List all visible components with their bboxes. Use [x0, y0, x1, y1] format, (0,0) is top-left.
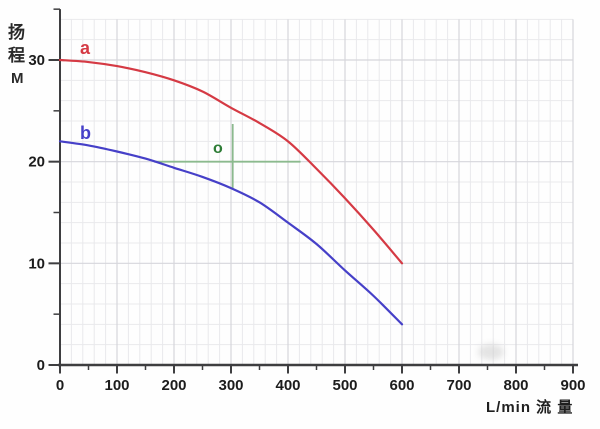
x-axis-title: L/min 流 量 [486, 399, 574, 416]
y-tick-label: 20 [28, 154, 45, 171]
curve-a [58, 58, 404, 265]
x-tick-label: 200 [161, 377, 186, 394]
curve-b-label: b [80, 123, 91, 143]
x-tick-label: 800 [503, 377, 528, 394]
operating-point-label: o [213, 140, 223, 157]
curve-layer [58, 58, 404, 326]
x-tick-label: 500 [332, 377, 357, 394]
y-tick-label: 30 [28, 52, 45, 69]
y-axis-title-char-1: 扬 [8, 23, 25, 42]
operating-point-crosshair [154, 124, 301, 189]
watermark-smudge [478, 344, 504, 360]
curve-b [58, 140, 404, 326]
y-tick-label: 0 [37, 357, 45, 374]
x-tick-label: 700 [446, 377, 471, 394]
x-tick-label: 300 [218, 377, 243, 394]
y-tick-label: 10 [28, 255, 45, 272]
x-tick-label: 100 [104, 377, 129, 394]
x-tick-label: 600 [389, 377, 414, 394]
curve-a-label: a [80, 38, 91, 58]
x-tick-label: 0 [56, 377, 64, 394]
x-tick-label: 900 [560, 377, 585, 394]
y-axis-title-unit: M [11, 70, 24, 87]
x-tick-label: 400 [275, 377, 300, 394]
y-axis-title-char-2: 程 [8, 46, 25, 65]
axes-layer: 0 100 200 300 400 500 600 700 800 900 0 10 20 30 [28, 8, 586, 394]
